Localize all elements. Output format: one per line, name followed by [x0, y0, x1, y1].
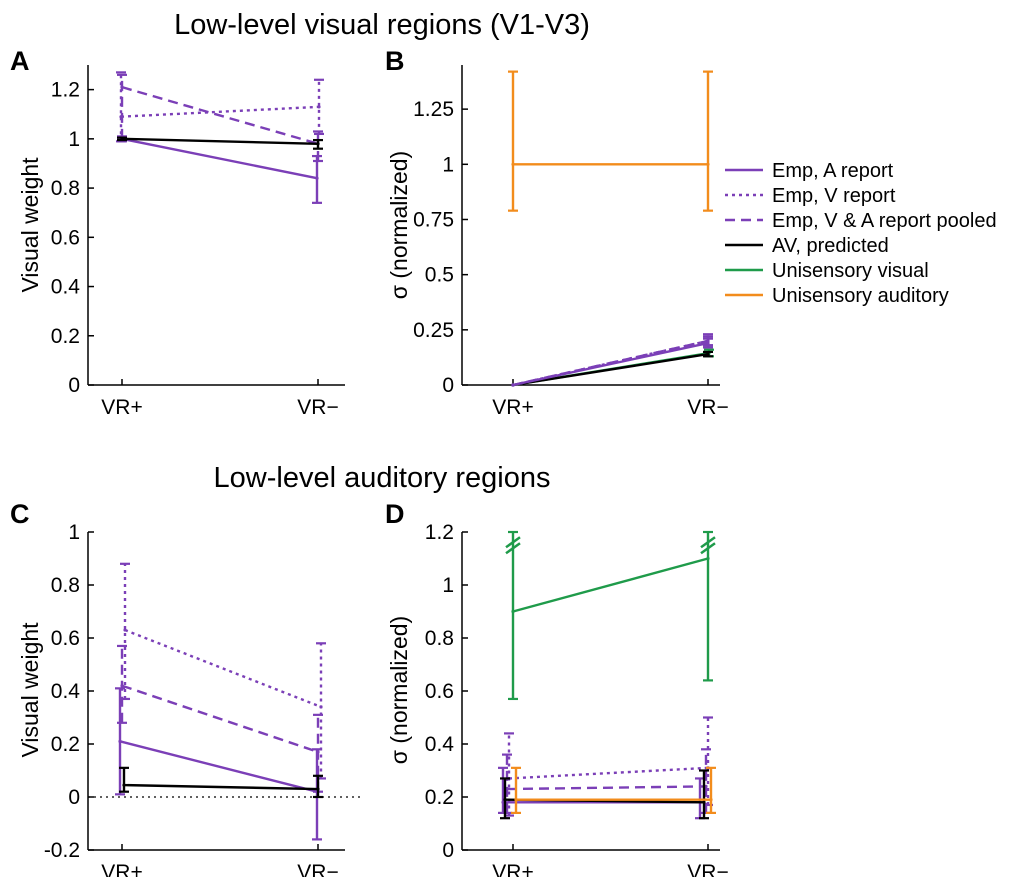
panel-d-data-point: [514, 798, 518, 802]
panel-a-x-tick-label: VR+: [101, 396, 142, 419]
panel-d-data-point: [503, 798, 507, 802]
panel-d-x-tick-label: VR+: [492, 861, 533, 877]
panel-a-y-tick-label: 0.8: [51, 177, 80, 200]
panel-c-data-point: [316, 750, 320, 754]
panel-d-data-point: [511, 609, 515, 614]
panel-a-y-tick-label: 0.4: [51, 276, 81, 299]
panel-b-data-point: [511, 383, 515, 387]
panel-d-data-point: [709, 798, 713, 802]
panel-a-x-tick-label: VR−: [297, 396, 338, 419]
panel-c-series-line: [124, 628, 322, 709]
panel-d-y-tick-label: 0.6: [425, 680, 454, 703]
panel-d-series-line: [506, 785, 707, 791]
panel-b-data-point: [511, 162, 515, 166]
panel-label-b: B: [385, 46, 405, 76]
panel-c-data-point: [120, 684, 124, 688]
panel-a-data-point: [316, 142, 320, 146]
panel-a-y-tick-label: 1: [68, 128, 80, 151]
panel-b-y-tick-label: 1: [442, 153, 454, 176]
legend-label: AV, predicted: [772, 235, 889, 257]
panel-b-y-tick-label: 0: [442, 374, 454, 397]
panel-b-y-axis-label: σ (normalized): [386, 151, 412, 299]
panel-d-series-line: [508, 766, 709, 780]
panel-a-series-line: [120, 105, 320, 118]
panel-a-data-point: [317, 105, 321, 109]
panel-d-x-tick-label: VR−: [687, 861, 728, 877]
panel-b-x-tick-label: VR+: [492, 396, 533, 419]
panel-c-y-tick-label: -0.2: [44, 839, 80, 862]
panel-d-break-mark: [700, 536, 716, 549]
panel-c-data-point: [122, 783, 126, 787]
panel-c-data-point: [118, 739, 122, 743]
panel-d-y-tick-label: 0.8: [425, 627, 454, 650]
panel-b-series-line: [512, 352, 709, 387]
panel-c-data-point: [123, 628, 127, 632]
panel-d-data-point: [505, 787, 509, 791]
panel-c-data-point: [316, 787, 320, 791]
panel-b-x-tick-label: VR−: [687, 396, 728, 419]
panel-a-series-line: [121, 137, 318, 180]
panel-d-y-tick-label: 1.2: [425, 521, 454, 544]
legend-label: Unisensory auditory: [772, 285, 949, 307]
panel-a-series-line: [121, 137, 319, 145]
panel-b-data-point: [706, 352, 710, 356]
panel-d-data-point: [702, 800, 706, 804]
panel-a-y-tick-label: 0.2: [51, 325, 80, 348]
panel-b-data-point: [706, 162, 710, 166]
panel-d-y-tick-label: 0.4: [425, 733, 455, 756]
legend-label: Emp, V report: [772, 185, 896, 207]
legend: Emp, A report Emp, V report Emp, V & A rep…: [725, 160, 997, 307]
panel-d-y-tick-label: 0.2: [425, 786, 454, 809]
panel-d-break-mark: [505, 542, 521, 555]
panel-d-break-mark: [505, 536, 521, 549]
panel-c-series-line: [123, 783, 319, 791]
panel-c-series-line: [119, 740, 318, 793]
panel-c-series-line: [121, 684, 319, 754]
panel-a-chart: 0 0.2 0.4 0.6 0.8 1 1.2 VR+ VR− Visual weight: [17, 65, 345, 419]
panel-b-y-tick-label: 0.25: [413, 319, 454, 342]
panel-d-data-point: [706, 556, 710, 561]
panel-c-chart: -0.2 0 0.2 0.4 0.6 0.8 1 VR+ VR− Visual weight: [17, 521, 360, 877]
panel-c-data-point: [319, 705, 323, 709]
panel-a-data-point: [315, 176, 319, 180]
panel-c-y-tick-label: 0.8: [51, 574, 80, 597]
panel-b-data-point: [706, 339, 710, 343]
panel-d-y-axis-label: σ (normalized): [386, 616, 412, 764]
panel-d-y-tick-label: 1: [442, 574, 454, 597]
panel-b-y-tick-label: 0.5: [425, 264, 454, 287]
legend-label: Unisensory visual: [772, 260, 929, 282]
section-title-auditory: Low-level auditory regions: [214, 462, 551, 494]
panel-a-data-point: [120, 137, 124, 141]
panel-c-y-tick-label: 0: [68, 786, 80, 809]
panel-label-d: D: [385, 499, 405, 529]
panel-c-x-tick-label: VR−: [297, 861, 338, 877]
panel-d-chart: 0 0.2 0.4 0.6 0.8 1 1.2 VR+ VR− σ (normalized): [386, 521, 729, 877]
panel-a-y-tick-label: 0: [68, 374, 80, 397]
panel-b-chart: 0 0.25 0.5 0.75 1 1.25 VR+ VR− σ (normalized): [386, 65, 729, 419]
panel-a-y-tick-label: 1.2: [51, 79, 80, 102]
panel-a-data-point: [120, 85, 124, 89]
panel-c-y-tick-label: 0.4: [51, 680, 81, 703]
panel-a-series-line: [121, 86, 319, 145]
panel-label-a: A: [10, 46, 30, 76]
panel-c-y-tick-label: 0.6: [51, 627, 80, 650]
panel-b-y-tick-label: 1.25: [413, 98, 454, 121]
panel-label-c: C: [10, 499, 30, 529]
panel-b-y-tick-label: 0.75: [413, 208, 454, 231]
legend-label: Emp, A report: [772, 160, 894, 182]
panel-c-y-tick-label: 0.2: [51, 733, 80, 756]
panel-d-y-tick-label: 0: [442, 839, 454, 862]
panel-a-y-tick-label: 0.6: [51, 226, 80, 249]
panel-c-x-tick-label: VR+: [101, 861, 142, 877]
panel-d-break-mark: [700, 542, 716, 555]
panel-d-series-line: [512, 557, 709, 613]
panel-b-series-line: [512, 339, 709, 387]
panel-a-y-axis-label: Visual weight: [17, 157, 43, 293]
legend-label: Emp, V & A report pooled: [772, 210, 997, 232]
section-title-visual: Low-level visual regions (V1-V3): [174, 9, 590, 41]
panel-c-y-tick-label: 1: [68, 521, 80, 544]
panel-c-y-axis-label: Visual weight: [17, 622, 43, 758]
